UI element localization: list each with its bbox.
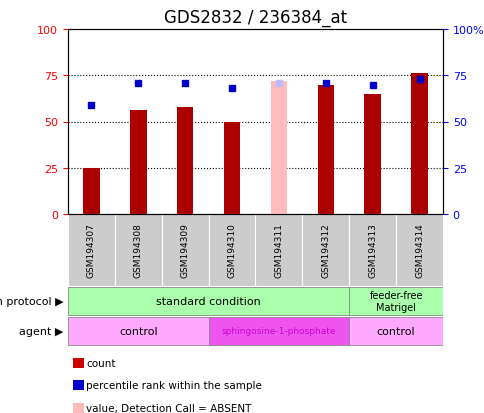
Bar xyxy=(177,107,193,214)
Title: GDS2832 / 236384_at: GDS2832 / 236384_at xyxy=(164,9,347,27)
Text: sphingosine-1-phosphate: sphingosine-1-phosphate xyxy=(221,327,335,336)
Text: count: count xyxy=(86,358,116,368)
Bar xyxy=(208,317,348,346)
Text: percentile rank within the sample: percentile rank within the sample xyxy=(86,380,262,390)
Text: agent ▶: agent ▶ xyxy=(19,326,63,336)
Bar xyxy=(162,214,208,286)
Bar xyxy=(68,214,115,286)
Bar xyxy=(270,82,287,214)
Text: GSM194308: GSM194308 xyxy=(134,223,142,278)
Bar xyxy=(317,85,333,214)
Text: value, Detection Call = ABSENT: value, Detection Call = ABSENT xyxy=(86,403,251,413)
Text: GSM194314: GSM194314 xyxy=(414,223,423,278)
Bar xyxy=(348,287,442,316)
Text: GSM194309: GSM194309 xyxy=(181,223,189,278)
Bar xyxy=(395,214,442,286)
Text: GSM194307: GSM194307 xyxy=(87,223,96,278)
Bar xyxy=(68,317,208,346)
Bar xyxy=(364,95,380,214)
Bar xyxy=(130,111,146,214)
Bar xyxy=(410,74,427,214)
Bar xyxy=(68,287,348,316)
Text: GSM194310: GSM194310 xyxy=(227,223,236,278)
Text: control: control xyxy=(376,326,415,336)
Bar xyxy=(348,317,442,346)
Bar xyxy=(224,122,240,214)
Text: GSM194311: GSM194311 xyxy=(274,223,283,278)
Bar xyxy=(255,214,302,286)
Text: growth protocol ▶: growth protocol ▶ xyxy=(0,296,63,306)
Bar xyxy=(83,169,99,214)
Text: control: control xyxy=(119,326,157,336)
Bar xyxy=(302,214,348,286)
Bar xyxy=(208,214,255,286)
Text: standard condition: standard condition xyxy=(156,296,260,306)
Text: GSM194313: GSM194313 xyxy=(367,223,377,278)
Bar xyxy=(115,214,162,286)
Bar xyxy=(348,214,395,286)
Text: feeder-free
Matrigel: feeder-free Matrigel xyxy=(369,290,422,312)
Text: GSM194312: GSM194312 xyxy=(320,223,330,278)
